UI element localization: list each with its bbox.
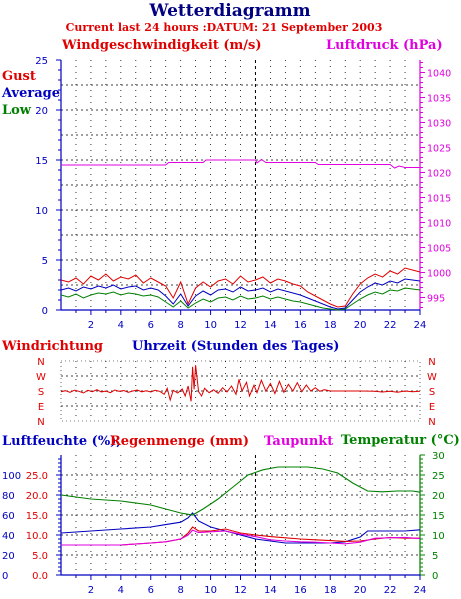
dir-left-tick-label: N [37,357,44,368]
direction-panel: N NW WS SE EN N [36,357,437,428]
pressure-ytick-label: 1000 [427,269,451,280]
pressure-ytick-label: 1040 [427,69,451,80]
dir-left-tick-label: N [37,417,44,428]
hum-xtick-label: 24 [414,585,427,596]
series-luftfeuchte-line [60,512,421,544]
hum-xtick-label: 6 [148,585,154,596]
wind-direction-label: Windrichtung [1,339,103,354]
series-average-line [60,278,421,310]
dir-left-tick-label: E [38,402,44,413]
temp-tick-label: 25 [432,471,445,482]
dir-left-tick-label: S [38,387,44,398]
humidity-label: Luftfeuchte (%), [2,434,121,449]
humidity-tick-label: 20 [2,551,15,562]
hum-xtick-label: 4 [118,585,124,596]
wind-speed-axis-label: Windgeschwindigkeit (m/s) [61,38,261,53]
series-luftdruck-line [61,158,420,169]
wind-ytick-label: 5 [42,256,48,267]
legend-low: Low [2,103,32,118]
temp-tick-label: 0 [432,571,438,582]
wind-xtick-label: 4 [118,320,124,331]
temp-tick-label: 15 [432,511,445,522]
humidity-tick-label: 100 [2,471,21,482]
chart-subtitle: Current last 24 hours :DATUM: 21 Septemb… [66,21,383,34]
rain-tick-label: 0.0 [32,571,48,582]
series-direction-line [60,365,421,402]
pressure-axis-label: Luftdruck (hPa) [326,38,443,53]
pressure-ytick-label: 1035 [427,94,451,105]
hum-xtick-label: 22 [384,585,397,596]
humidity-tick-label: 60 [2,511,15,522]
pressure-ytick-label: 995 [427,294,445,305]
wind-xtick-label: 16 [294,320,307,331]
pressure-ytick-label: 1010 [427,219,451,230]
rain-tick-label: 20.0 [26,491,48,502]
wind-ytick-label: 20 [35,106,48,117]
hum-xtick-label: 10 [204,585,217,596]
dir-right-tick-label: N [428,357,435,368]
hum-xtick-label: 14 [264,585,277,596]
time-axis-label: Uhrzeit (Stunden des Tages) [132,339,339,354]
chart-title: Wetterdiagramm [148,1,310,21]
rain-label: Regenmenge (mm) [110,434,249,449]
wind-xtick-label: 22 [384,320,397,331]
pressure-ytick-label: 1030 [427,119,451,130]
wind-panel: 0510152025995100010051010101510201025103… [35,56,451,331]
wind-xtick-label: 14 [264,320,277,331]
temperature-label: Temperatur (°C) [341,433,460,448]
dir-right-tick-label: W [427,372,437,383]
dir-right-tick-label: N [428,417,435,428]
wind-xtick-label: 12 [234,320,247,331]
wind-ytick-label: 10 [35,206,48,217]
hum-xtick-label: 16 [294,585,307,596]
wind-xtick-label: 18 [324,320,337,331]
legend-average: Average [1,86,60,101]
humidity-tick-label: 0 [2,571,8,582]
hum-xtick-label: 20 [354,585,367,596]
humidity-tick-label: 80 [2,491,15,502]
pressure-ytick-label: 1025 [427,144,451,155]
dir-frame [60,360,421,422]
wind-xtick-label: 24 [414,320,427,331]
wind-xtick-label: 6 [148,320,154,331]
humidity-tick-label: 40 [2,531,15,542]
hum-xtick-label: 18 [324,585,337,596]
rain-tick-label: 15.0 [26,511,48,522]
series-taupunkt-line [61,529,421,546]
wind-ytick-label: 25 [35,56,48,67]
hum-xtick-label: 2 [88,585,94,596]
wind-xtick-label: 20 [354,320,367,331]
rain-tick-label: 5.0 [32,551,48,562]
hum-xtick-label: 12 [234,585,247,596]
rain-tick-label: 25.0 [26,471,48,482]
dir-right-tick-label: S [429,387,435,398]
dir-right-tick-label: E [429,402,435,413]
wind-ytick-label: 15 [35,156,48,167]
pressure-ytick-label: 1005 [427,244,451,255]
pressure-ytick-label: 1015 [427,194,451,205]
series-temperatur-line [60,466,421,516]
temp-tick-label: 20 [432,491,445,502]
series-gust-line [60,267,421,308]
wind-ytick-label: 0 [42,306,48,317]
temp-tick-label: 10 [432,531,445,542]
humidity-panel: 0 20 40 60 80 100 0.0 5.0 10.0 15.0 20.0 25.0 0 5 10 15… [2,451,445,596]
legend-gust: Gust [2,69,36,84]
temp-tick-label: 30 [432,451,445,462]
dir-left-tick-label: W [36,372,46,383]
temp-tick-label: 5 [432,551,438,562]
dewpoint-label: Taupunkt [264,434,333,449]
wind-xtick-label: 10 [204,320,217,331]
hum-xtick-label: 8 [177,585,183,596]
rain-tick-label: 10.0 [26,531,48,542]
series-low-line [60,287,421,311]
pressure-ytick-label: 1020 [427,169,451,180]
wind-xtick-label: 8 [177,320,183,331]
wind-xtick-label: 2 [88,320,94,331]
